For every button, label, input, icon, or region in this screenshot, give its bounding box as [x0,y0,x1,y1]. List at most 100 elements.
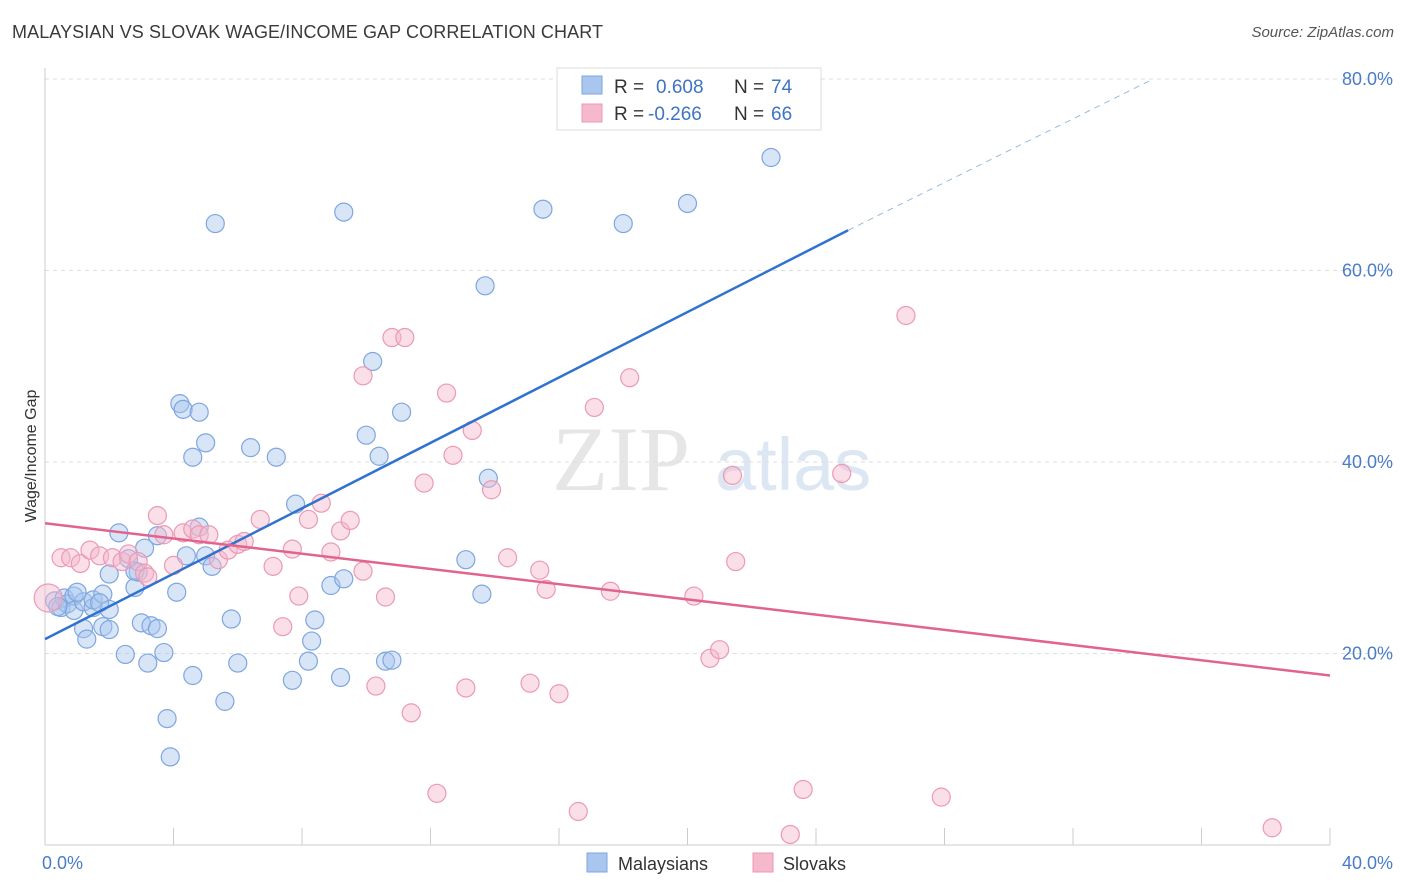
malaysians-point-36 [189,402,209,422]
slovaks-point-28 [298,509,319,530]
slovaks-point-15 [173,523,193,543]
slovaks-point-40 [414,473,434,493]
malaysians-point-53 [330,667,351,688]
y-axis-label: Wage/Income Gap [23,390,40,523]
legend-swatch-slovaks [581,103,603,123]
malaysians-point-35 [183,447,203,467]
watermark-zip: ZIP [552,408,690,510]
malaysians-point-43 [221,609,241,629]
slovaks-point-42 [436,383,457,403]
slovaks-point-65 [931,787,951,807]
malaysians-point-8 [77,629,97,649]
legend-n-label-1: N = [734,77,764,98]
bottom-legend-malaysians: Malaysians [618,854,708,874]
slovaks-point-46 [481,480,502,500]
malaysians-point-73 [67,582,87,602]
slovaks-point-60 [726,551,746,572]
malaysians-point-41 [205,213,225,234]
slovaks-point-1 [51,548,71,568]
slovaks-point-49 [530,560,550,580]
malaysians-point-13 [99,619,119,640]
slovaks-point-9 [128,551,148,572]
malaysians-point-67 [613,213,633,234]
slovaks-points [33,305,1282,845]
bottom-legend-slovaks: Slovaks [783,854,846,874]
tick-labels: 20.0% 40.0% 60.0% 80.0% 0.0% 40.0% [42,69,1393,873]
slovaks-point-58 [710,640,730,660]
x-tick-label-1: 40.0% [1342,853,1393,873]
slovaks-point-26 [282,539,302,559]
legend-swatch-malaysians [581,75,603,95]
watermark-atlas: atlas [715,423,871,506]
slovaks-point-6 [102,548,123,568]
malaysians-point-62 [456,550,476,570]
malaysians-point-23 [138,653,158,673]
slovaks-point-2 [61,548,81,568]
slovaks-point-41 [427,783,447,803]
slovaks-point-44 [456,678,476,698]
slovaks-point-4 [80,540,100,560]
bottom-legend: Malaysians Slovaks [586,852,846,874]
malaysians-point-33 [176,546,196,566]
slovaks-point-13 [154,525,174,545]
malaysians-point-26 [147,619,168,639]
malaysians-point-50 [302,631,322,651]
chart-title: MALAYSIAN VS SLOVAK WAGE/INCOME GAP CORR… [12,22,604,42]
legend-r-value-1: 0.608 [656,77,704,98]
malaysians-point-29 [160,747,180,767]
malaysians-point-17 [115,644,135,665]
slovaks-point-63 [832,463,852,484]
malaysians-point-63 [472,584,492,604]
slovaks-point-53 [584,397,604,418]
slovaks-point-0 [33,583,63,613]
slovaks-point-39 [401,703,421,723]
slovaks-point-59 [722,465,743,486]
slovaks-point-32 [340,510,360,531]
malaysians-point-58 [369,446,389,466]
slovaks-point-33 [353,561,373,581]
slovaks-point-52 [568,801,588,822]
legend-n-value-2: 66 [771,104,792,125]
legend-n-value-1: 74 [771,77,793,98]
malaysians-trend-extension [847,78,1154,231]
source-label: Source: ZipAtlas.com [1251,24,1394,41]
slovaks-point-27 [289,586,309,606]
malaysians-point-34 [183,665,203,686]
slovaks-point-36 [375,587,396,607]
malaysians-trend-line [44,229,849,641]
x-tick-label-0: 0.0% [42,853,83,873]
slovaks-point-7 [112,551,132,572]
slovaks-point-25 [273,617,293,637]
slovaks-point-48 [520,673,540,693]
slovaks-trend-line [44,522,1331,677]
malaysians-point-31 [170,393,190,414]
malaysians-point-68 [677,193,698,214]
legend-n-label-2: N = [734,104,764,125]
slovaks-point-50 [536,579,556,599]
trend-lines [44,78,1331,677]
malaysians-point-14 [99,564,119,584]
malaysians-point-61 [391,402,412,422]
slovaks-point-38 [395,327,415,348]
malaysians-point-46 [266,447,286,467]
legend-r-label-2: R = [614,104,644,125]
malaysians-point-51 [305,610,325,630]
slovaks-point-43 [443,445,463,465]
malaysians-point-60 [382,650,402,670]
slovaks-point-61 [780,824,800,845]
malaysians-point-30 [167,582,187,602]
slovaks-point-3 [70,553,90,574]
y-tick-label-1: 40.0% [1342,452,1393,472]
malaysians-point-59 [375,651,396,671]
slovaks-point-35 [366,676,386,696]
malaysians-point-69 [761,147,781,168]
slovaks-point-34 [353,366,373,386]
slovaks-point-12 [147,506,168,526]
slovaks-point-29 [311,493,331,513]
malaysians-point-64 [475,276,495,296]
malaysians-point-55 [334,569,354,589]
grid [45,78,1392,654]
y-tick-label-3: 80.0% [1342,69,1393,89]
malaysians-point-54 [334,202,354,222]
malaysians-point-38 [196,433,216,453]
